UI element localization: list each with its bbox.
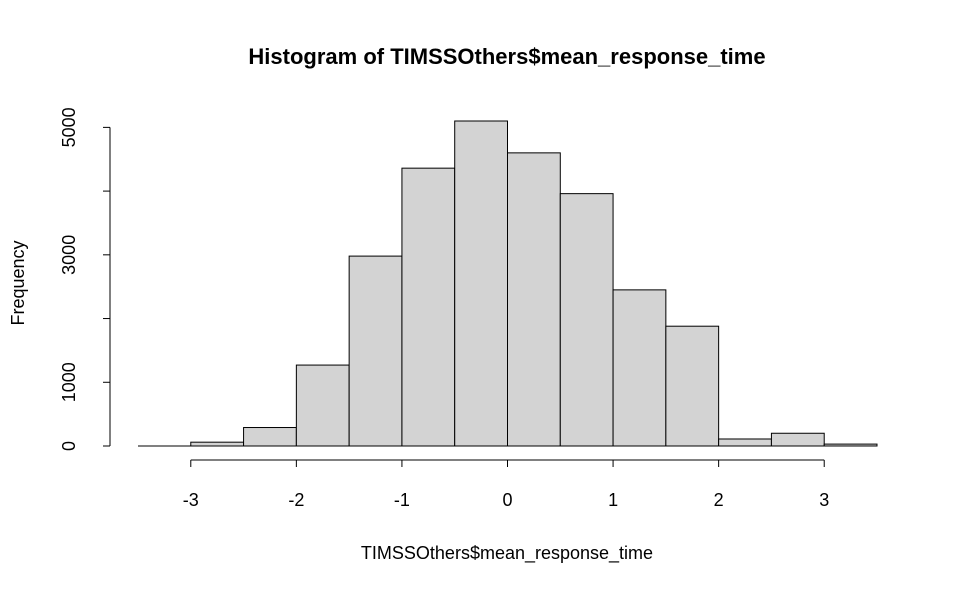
histogram-bar-6 (454, 120, 509, 447)
histogram-bar-8 (559, 193, 614, 447)
x-tick-label: 1 (608, 490, 618, 510)
x-tick-label: 2 (714, 490, 724, 510)
histogram-bar-9 (612, 289, 667, 447)
histogram-bar-11 (718, 438, 772, 447)
histogram-bar-7 (507, 152, 561, 447)
x-tick-label: -2 (288, 490, 304, 510)
histogram-bar-10 (665, 325, 720, 447)
histogram-bar-12 (770, 432, 825, 447)
x-tick-label: -1 (394, 490, 410, 510)
histogram-bar-5 (401, 167, 456, 447)
x-axis: -3 -2 -1 0 1 2 3 (183, 459, 829, 510)
y-axis-label: Frequency (8, 240, 28, 325)
chart-title: Histogram of TIMSSOthers$mean_response_t… (248, 44, 765, 69)
y-tick-label: 0 (59, 441, 79, 451)
histogram-bar-1 (190, 441, 245, 447)
histogram-bar-2 (243, 427, 297, 447)
x-tick-label: -3 (183, 490, 199, 510)
y-tick-label: 5000 (59, 107, 79, 147)
bars-group (138, 120, 878, 447)
y-axis: 0 1000 3000 5000 (59, 107, 111, 451)
y-tick-label: 1000 (59, 362, 79, 402)
x-axis-label: TIMSSOthers$mean_response_time (361, 543, 653, 564)
y-tick-label: 3000 (59, 235, 79, 275)
histogram-bar-3 (295, 364, 350, 447)
histogram-bar-13 (823, 443, 878, 447)
x-tick-label: 3 (819, 490, 829, 510)
x-tick-label: 0 (502, 490, 512, 510)
histogram-bar-4 (348, 255, 403, 447)
